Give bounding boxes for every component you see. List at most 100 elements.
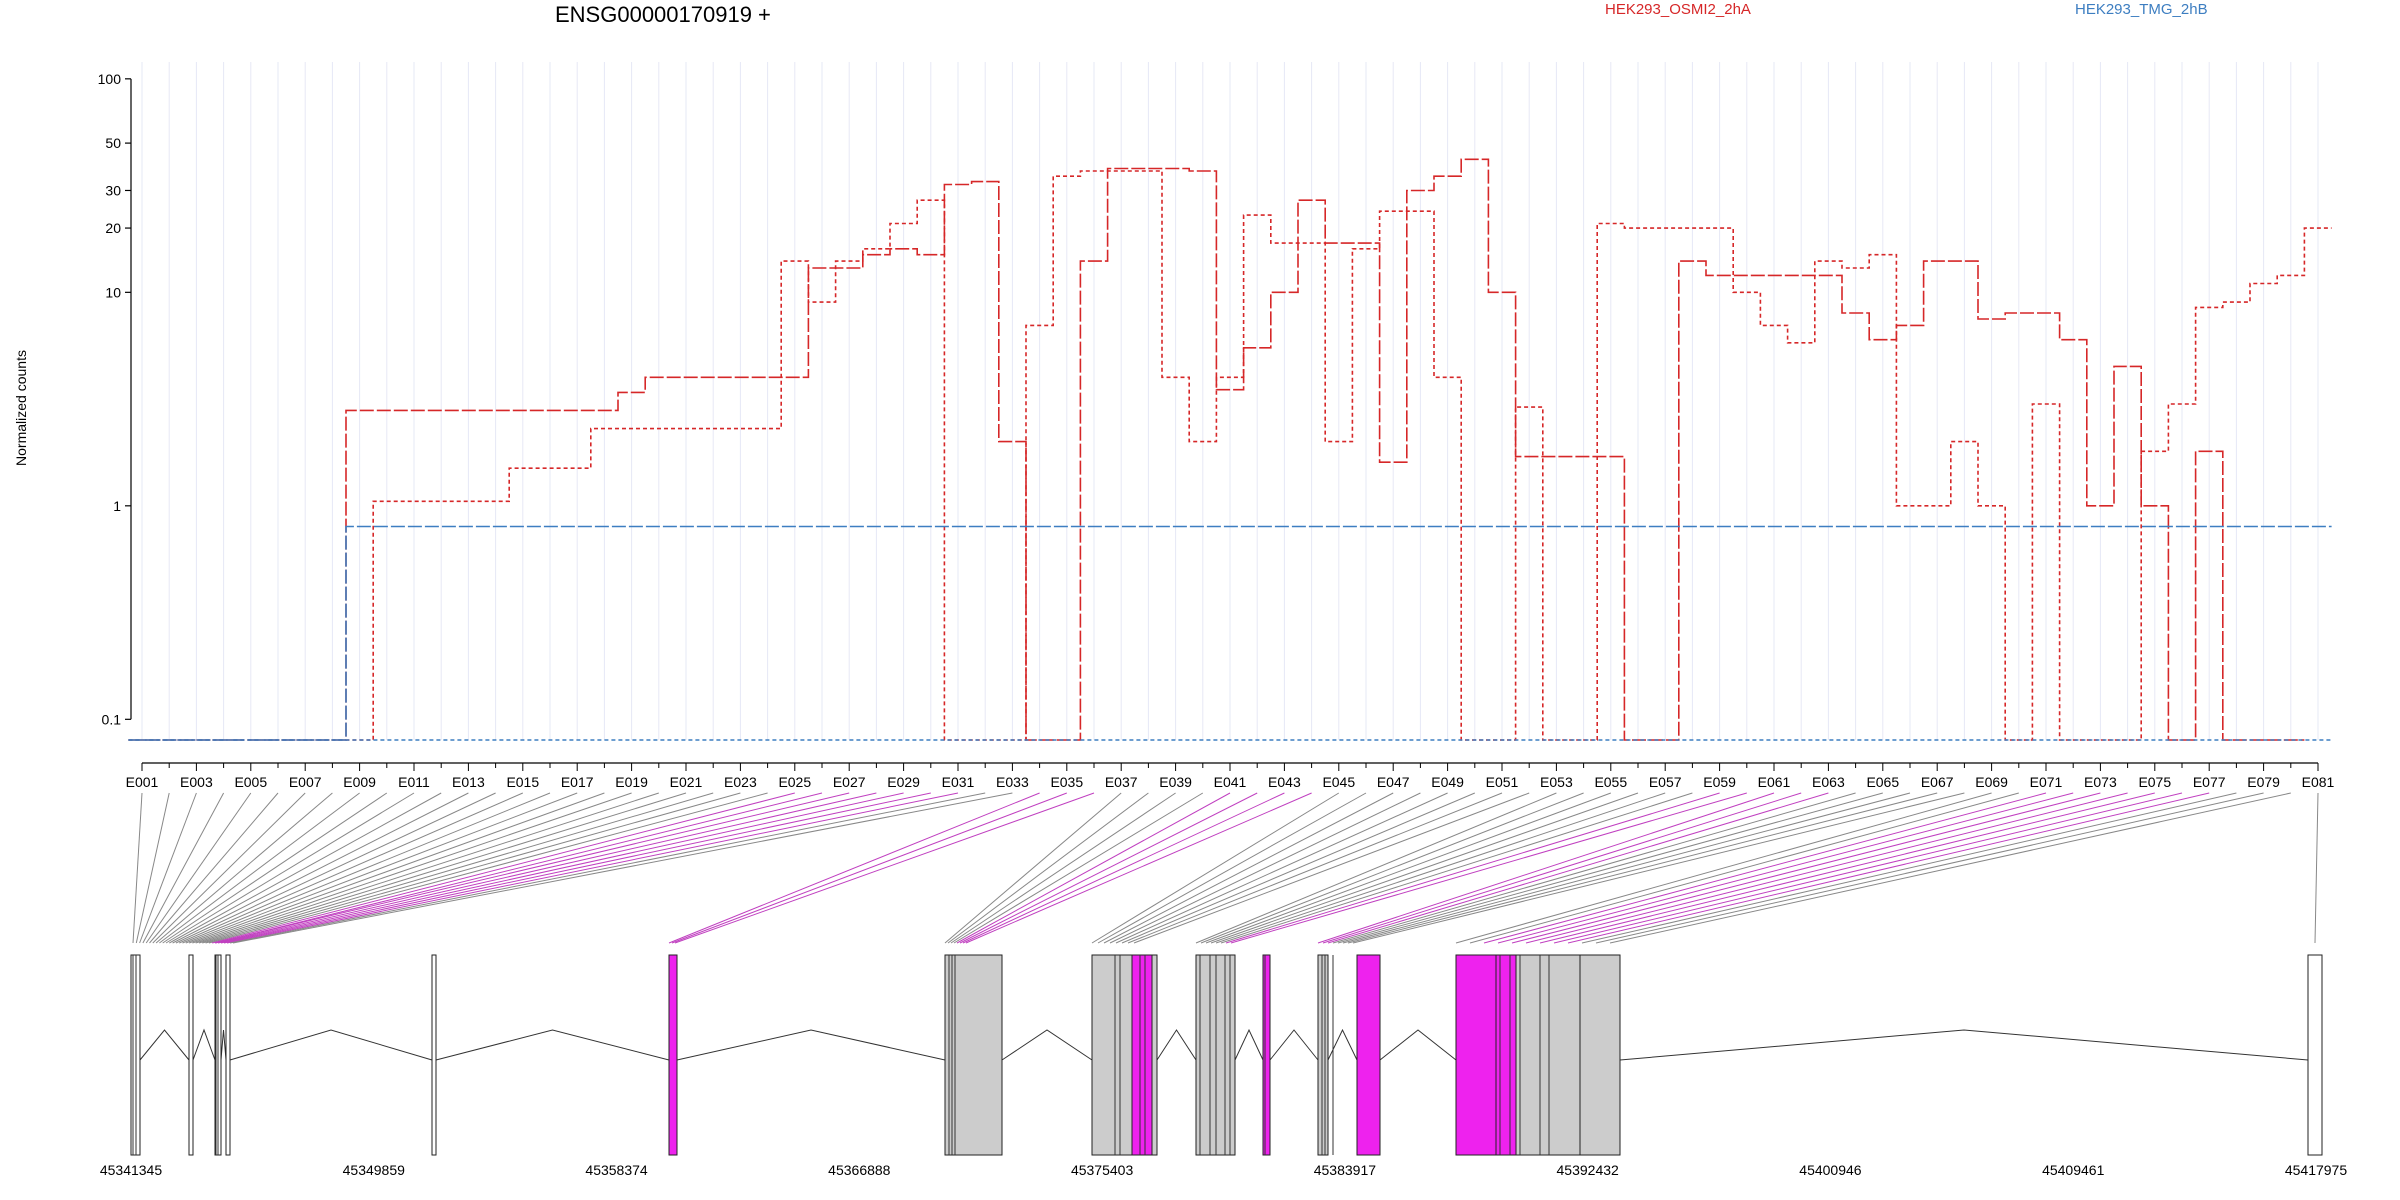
exon-link — [185, 792, 578, 944]
exon-block — [1091, 954, 1133, 1156]
exon-link — [169, 792, 442, 944]
exon-tick-label: E027 — [833, 774, 866, 790]
exon-link — [956, 792, 1231, 944]
exon-link — [188, 792, 605, 944]
exon-link — [172, 792, 469, 944]
y-tick-label: 1 — [113, 498, 121, 514]
count-lines — [128, 158, 2332, 741]
exon-link — [132, 792, 143, 944]
exon-link — [1115, 792, 1448, 944]
genome-axis: 45341345 45349859 45358374 45366888 45375403… — [100, 1162, 2348, 1178]
exon-link — [223, 792, 931, 944]
exon-link — [162, 792, 388, 944]
exon-tick-label: E059 — [1703, 774, 1736, 790]
exon-tick-label: E079 — [2247, 774, 2280, 790]
exon-link — [668, 792, 1040, 944]
gene-model — [130, 954, 2323, 1156]
genome-tick-label: 45349859 — [343, 1162, 406, 1178]
exon-link — [215, 792, 823, 944]
exon-link — [208, 792, 768, 944]
exon-tick-label: E067 — [1921, 774, 1954, 790]
exon-link — [1210, 792, 1639, 944]
exon-link — [1469, 792, 2019, 944]
exon-link — [962, 792, 1285, 944]
count-series-line — [128, 158, 2305, 741]
exon-link — [1205, 792, 1611, 944]
exon-link — [1581, 792, 2237, 944]
exon-block — [1515, 954, 1581, 1156]
exon-block — [188, 954, 194, 1156]
exon-link — [135, 792, 170, 944]
genome-tick-label: 45341345 — [100, 1162, 163, 1178]
exon-tick-label: E009 — [343, 774, 376, 790]
exon-tick-label: E055 — [1594, 774, 1627, 790]
exon-link — [175, 792, 496, 944]
exon-block — [2307, 954, 2323, 1156]
exon-block — [1495, 954, 1517, 1156]
exon-link — [145, 792, 252, 944]
count-series-line — [128, 525, 2332, 741]
exon-tick-label: E005 — [234, 774, 267, 790]
y-tick-label: 20 — [105, 220, 121, 236]
exon-link — [674, 792, 1095, 944]
exon-tick-label: E003 — [180, 774, 213, 790]
exon-link — [2314, 792, 2319, 944]
exon-tick-label: E013 — [452, 774, 485, 790]
exon-tick-label: E023 — [724, 774, 757, 790]
exon-tick-label: E015 — [506, 774, 539, 790]
exon-link — [965, 792, 1312, 944]
exon-link — [959, 792, 1258, 944]
exon-link — [195, 792, 659, 944]
exon-link — [1609, 792, 2291, 944]
exon-tick-label: E033 — [996, 774, 1029, 790]
exon-block — [431, 954, 437, 1156]
exon-tick-label: E037 — [1105, 774, 1138, 790]
exon-tick-label: E057 — [1649, 774, 1682, 790]
count-series-line — [128, 170, 2332, 741]
exon-link — [1091, 792, 1340, 944]
exon-link — [947, 792, 1149, 944]
exon-link — [182, 792, 551, 944]
genome-tick-label: 45392432 — [1557, 1162, 1620, 1178]
exon-link — [953, 792, 1204, 944]
exon-link — [142, 792, 225, 944]
exon-tick-label: E071 — [2030, 774, 2063, 790]
exon-link — [950, 792, 1176, 944]
exon-link — [178, 792, 524, 944]
exon-link — [1322, 792, 1802, 944]
exon-tick-label: E073 — [2084, 774, 2117, 790]
exon-tick-label: E039 — [1159, 774, 1192, 790]
exon-link — [1109, 792, 1421, 944]
exon-tick-label: E043 — [1268, 774, 1301, 790]
exon-tick-label: E031 — [942, 774, 975, 790]
exon-link — [1327, 792, 1829, 944]
y-tick-label: 100 — [98, 71, 122, 87]
exon-tick-label: E019 — [615, 774, 648, 790]
genome-tick-label: 45400946 — [1799, 1162, 1862, 1178]
exon-link — [226, 792, 959, 944]
exon-tick-label: E069 — [1975, 774, 2008, 790]
y-axis-label: Normalized counts — [13, 350, 29, 466]
exon-tick-label: E035 — [1050, 774, 1083, 790]
exon-block — [1317, 954, 1329, 1156]
exon-link — [155, 792, 333, 944]
exon-link — [1200, 792, 1584, 944]
exon-link — [152, 792, 306, 944]
exon-link — [1220, 792, 1693, 944]
exon-link — [1539, 792, 2155, 944]
exon-link — [202, 792, 714, 944]
exon-tick-label: E017 — [561, 774, 594, 790]
exon-link — [1483, 792, 2047, 944]
exon-link — [1097, 792, 1367, 944]
exon-link — [198, 792, 687, 944]
intron-lines — [139, 1028, 2309, 1061]
exon-link — [1352, 792, 1965, 944]
exon-tick-label: E025 — [778, 774, 811, 790]
exon-block — [225, 954, 231, 1156]
exon-link — [1337, 792, 1883, 944]
exon-link — [220, 792, 904, 944]
exon-gridlines — [141, 62, 2319, 740]
exon-link — [1121, 792, 1475, 944]
exon-link — [671, 792, 1067, 944]
exon-link — [1511, 792, 2101, 944]
